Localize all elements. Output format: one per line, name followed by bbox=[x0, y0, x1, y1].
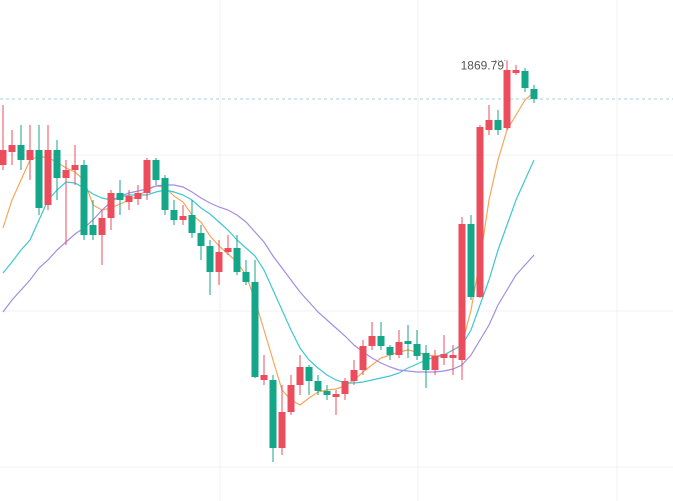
candle-body bbox=[35, 150, 43, 208]
candle-body bbox=[152, 160, 160, 180]
candle-body bbox=[341, 381, 349, 394]
candle-body bbox=[350, 370, 358, 381]
candle-body bbox=[71, 165, 79, 170]
candle-body bbox=[296, 367, 304, 385]
candle-body bbox=[17, 145, 25, 160]
candle-body bbox=[206, 246, 214, 272]
candle-body bbox=[215, 252, 223, 272]
candle-body bbox=[431, 356, 439, 370]
candle-body bbox=[269, 380, 277, 448]
candle-body bbox=[197, 233, 205, 246]
candle-body bbox=[476, 127, 484, 297]
candle-body bbox=[494, 120, 502, 130]
candle-body bbox=[440, 354, 448, 358]
candle-body bbox=[413, 344, 421, 356]
candle-body bbox=[395, 342, 403, 355]
candle-body bbox=[260, 375, 268, 380]
candle-body bbox=[233, 248, 241, 272]
candle-body bbox=[53, 150, 61, 178]
candle-body bbox=[521, 71, 529, 88]
candle-body bbox=[278, 412, 286, 448]
candle-body bbox=[98, 218, 106, 235]
ma-line bbox=[2, 184, 535, 373]
candle-body bbox=[386, 347, 394, 355]
candle-body bbox=[62, 170, 70, 178]
candle-body bbox=[467, 224, 475, 297]
candle-body bbox=[224, 248, 232, 252]
candle-body bbox=[359, 346, 367, 370]
candle-body bbox=[305, 367, 313, 381]
candle-body bbox=[188, 215, 196, 233]
candle-body bbox=[116, 193, 124, 200]
candle-body bbox=[332, 394, 340, 397]
candle-body bbox=[503, 70, 511, 128]
candle-body bbox=[242, 272, 250, 282]
high-label: 1869.79 bbox=[461, 59, 505, 73]
candle-body bbox=[89, 225, 97, 235]
candle-body bbox=[80, 165, 88, 235]
candle-body bbox=[485, 120, 493, 130]
candle-body bbox=[44, 150, 52, 205]
candle-body bbox=[179, 216, 187, 220]
candle-body bbox=[251, 282, 259, 377]
candle-body bbox=[134, 193, 142, 199]
candle-body bbox=[377, 336, 385, 346]
candle-body bbox=[449, 355, 457, 358]
candle-body bbox=[422, 353, 430, 370]
candle-body bbox=[0, 150, 7, 165]
candle-body bbox=[125, 196, 133, 202]
candle-body bbox=[161, 178, 169, 210]
candle-body bbox=[458, 224, 466, 360]
candle-body bbox=[323, 391, 331, 395]
candle-body bbox=[404, 341, 412, 344]
candle-body bbox=[8, 145, 16, 152]
candle-body bbox=[170, 210, 178, 220]
candle-body bbox=[143, 160, 151, 193]
candle-body bbox=[368, 336, 376, 346]
candle-body bbox=[107, 193, 115, 218]
candle-body bbox=[26, 150, 34, 160]
candle-body bbox=[530, 89, 538, 99]
candle-body bbox=[314, 381, 322, 391]
candle-body bbox=[512, 70, 520, 73]
candle-body bbox=[287, 385, 295, 412]
